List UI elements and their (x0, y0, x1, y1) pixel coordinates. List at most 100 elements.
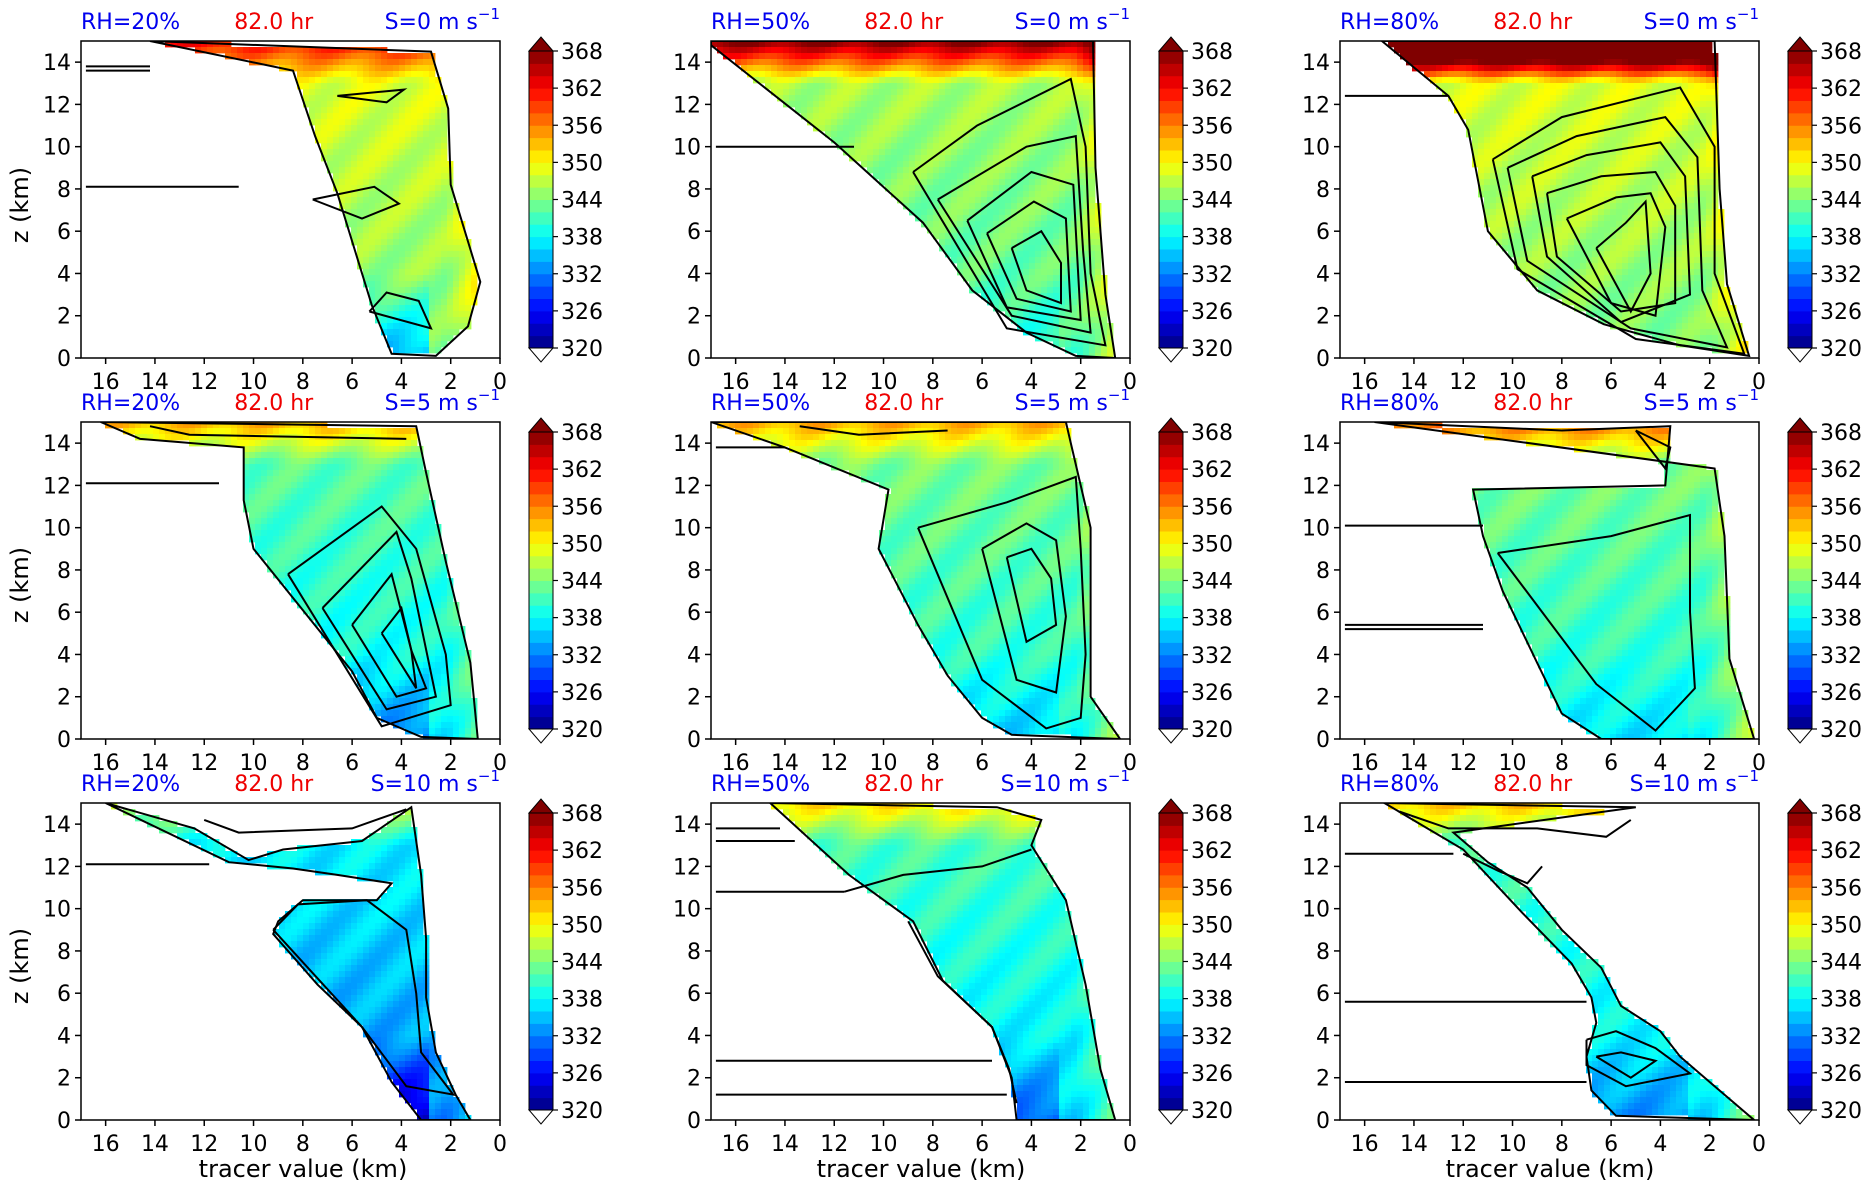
colorbar-band (1159, 1097, 1183, 1111)
panel-rh-label: RH=20% (81, 391, 180, 416)
colorbar-band (529, 1072, 553, 1086)
colorbar-band (1788, 874, 1812, 888)
colorbar-tick-label: 320 (1191, 1099, 1233, 1124)
colorbar-band (1159, 580, 1183, 594)
colorbar-tick-label: 362 (1191, 77, 1233, 102)
colorbar-band (529, 605, 553, 619)
colorbar-tick-label: 350 (1191, 913, 1233, 938)
x-tick-label: 10 (870, 751, 898, 776)
colorbar-band (1788, 961, 1812, 975)
colorbar-tick-label: 350 (561, 913, 603, 938)
colorbar-extend-max (1157, 798, 1185, 814)
x-tick-label: 6 (975, 751, 989, 776)
colorbar-band (529, 481, 553, 495)
colorbar-band (529, 323, 553, 337)
x-tick-label: 0 (1752, 370, 1766, 395)
y-tick-label: 10 (673, 898, 701, 923)
colorbar-tick-label: 332 (1820, 1025, 1862, 1050)
y-tick-label: 6 (687, 982, 701, 1007)
x-tick-label: 14 (141, 370, 169, 395)
colorbar-band (529, 261, 553, 275)
colorbar-tick-label: 338 (1191, 988, 1233, 1013)
colorbar-band (529, 837, 553, 851)
colorbar-band (529, 1097, 553, 1111)
shaded-field (717, 422, 1120, 739)
x-tick-label: 16 (92, 751, 120, 776)
colorbar-band (1159, 261, 1183, 275)
y-tick-label: 14 (673, 813, 701, 838)
y-tick-label: 0 (687, 728, 701, 753)
y-tick-label: 8 (57, 178, 71, 203)
y-tick-label: 14 (673, 432, 701, 457)
colorbar: 320 326 332 338 344 350 356 362 368 (527, 798, 603, 1125)
colorbar-band (529, 716, 553, 730)
x-tick-label: 14 (1400, 751, 1428, 776)
colorbar-band (1788, 543, 1812, 557)
colorbar-band (1788, 592, 1812, 606)
x-tick-label: 4 (1653, 370, 1667, 395)
x-tick-label: 12 (1449, 751, 1477, 776)
colorbar: 320 326 332 338 344 350 356 362 368 (1157, 417, 1233, 744)
colorbar-band (1788, 617, 1812, 631)
colorbar-tick-label: 338 (561, 607, 603, 632)
colorbar-tick-label: 362 (1820, 77, 1862, 102)
panel-1-3: 16 14 12 10 8 6 4 2 0 0 2 4 6 8 10 12 14 RH=80% 82.0 hr S=0… (1302, 5, 1862, 395)
colorbar-tick-label: 338 (1820, 988, 1862, 1013)
contour-line (907, 920, 1018, 1104)
colorbar-band (1159, 1048, 1183, 1061)
contour-line (149, 41, 482, 357)
panel-rh-label: RH=20% (81, 772, 180, 797)
colorbar-tick-label: 326 (561, 1062, 603, 1087)
colorbar-tick-label: 320 (1191, 718, 1233, 743)
colorbar-band (1788, 75, 1812, 89)
colorbar-extend-min (1786, 1109, 1814, 1125)
contour-line (1531, 141, 1692, 324)
colorbar-band (1159, 150, 1183, 163)
x-tick-label: 10 (1499, 1132, 1527, 1157)
x-tick-label: 10 (870, 1132, 898, 1157)
colorbar-tick-label: 344 (1820, 189, 1862, 214)
x-tick-label: 12 (190, 370, 218, 395)
panel-rh-label: RH=80% (1340, 772, 1439, 797)
colorbar-band (1788, 481, 1812, 495)
colorbar-band (1788, 949, 1812, 962)
x-tick-label: 16 (722, 751, 750, 776)
y-axis-label-2: z (km) (6, 547, 34, 623)
colorbar-band (1159, 224, 1183, 238)
panel-time-label: 82.0 hr (1493, 772, 1573, 797)
x-tick-label: 16 (92, 370, 120, 395)
colorbar-band (529, 518, 553, 532)
colorbar-tick-label: 320 (1820, 718, 1862, 743)
colorbar-band (1788, 531, 1812, 544)
colorbar-tick-label: 320 (1820, 1099, 1862, 1124)
x-tick-label: 12 (190, 751, 218, 776)
colorbar-band (1159, 936, 1183, 950)
x-tick-label: 0 (1752, 1132, 1766, 1157)
colorbar-band (1788, 667, 1812, 680)
x-tick-label: 4 (1024, 370, 1038, 395)
contour-line (312, 185, 402, 220)
colorbar-tick-label: 368 (561, 421, 603, 446)
colorbar-band (1788, 605, 1812, 619)
contour-line (799, 425, 948, 436)
y-tick-label: 8 (57, 940, 71, 965)
x-tick-label: 4 (394, 1132, 408, 1157)
colorbar-band (1159, 335, 1183, 349)
colorbar-tick-label: 326 (561, 681, 603, 706)
colorbar-tick-label: 332 (1191, 263, 1233, 288)
colorbar-tick-label: 344 (561, 570, 603, 595)
axes-frame (80, 802, 501, 1121)
colorbar-band (1159, 211, 1183, 225)
colorbar-extend-min (1786, 347, 1814, 363)
colorbar-tick-label: 368 (1191, 40, 1233, 65)
axes-frame (710, 40, 1131, 359)
x-tick-label: 0 (493, 370, 507, 395)
colorbar-band (1159, 912, 1183, 925)
colorbar-band (1788, 679, 1812, 693)
x-tick-label: 0 (493, 751, 507, 776)
colorbar-band (1159, 273, 1183, 287)
colorbar-band (1159, 88, 1183, 101)
colorbar-tick-label: 320 (561, 1099, 603, 1124)
x-tick-label: 14 (771, 1132, 799, 1157)
panel-rh-label: RH=50% (711, 391, 810, 416)
